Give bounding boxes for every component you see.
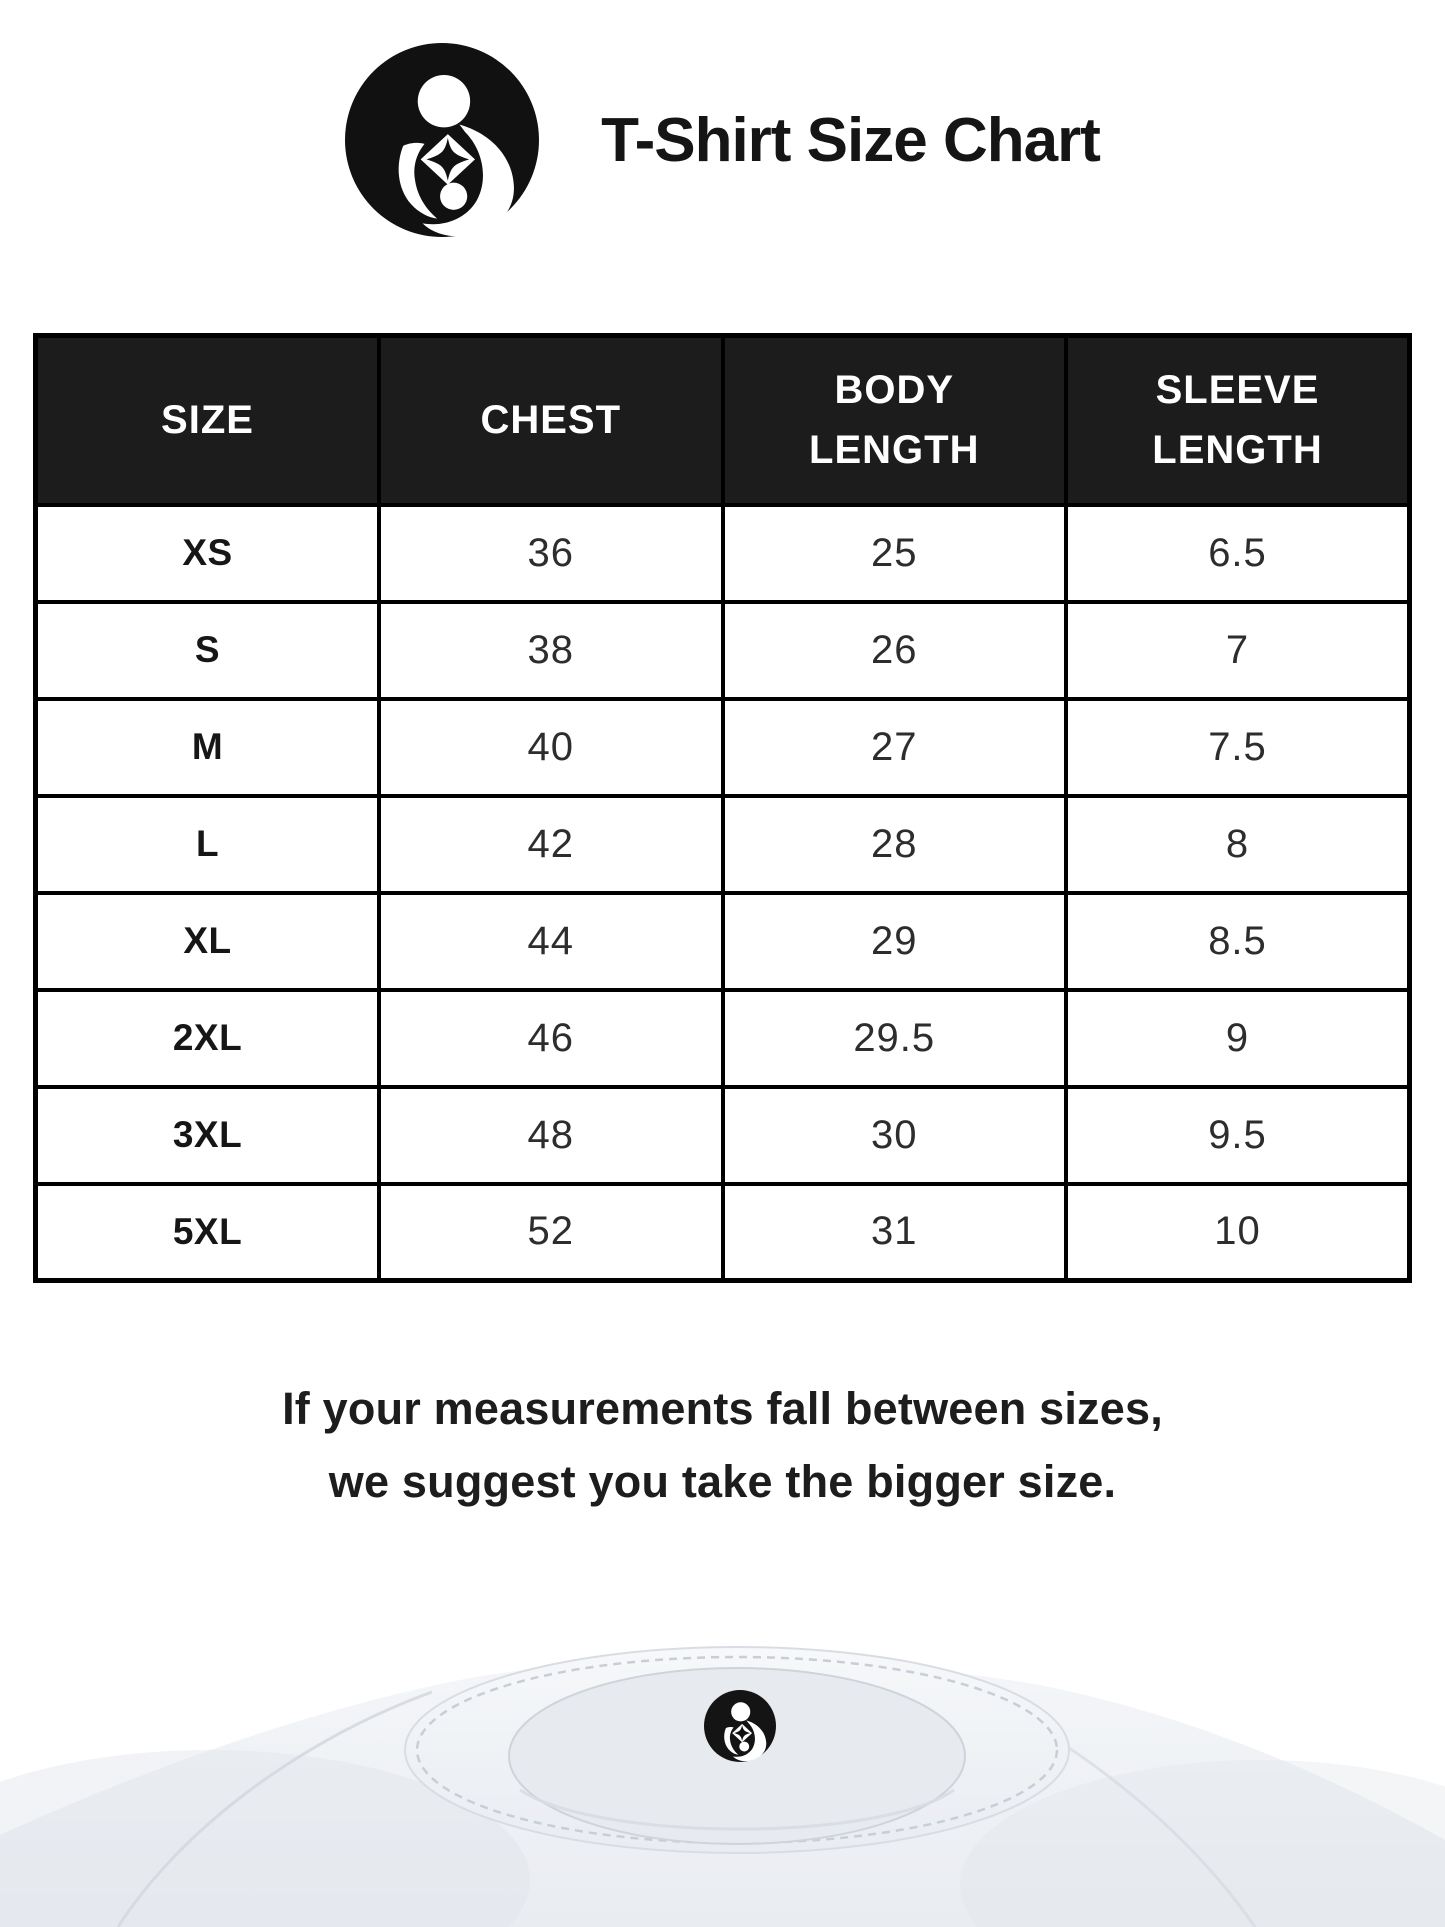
chest-value: 46 (377, 987, 725, 1089)
body-length-value: 31 (720, 1181, 1068, 1283)
body-length-value: 29 (720, 890, 1068, 992)
tshirt-collar-image (0, 1646, 1445, 1927)
sleeve-length-value: 8.5 (1064, 890, 1412, 992)
sleeve-length-value: 10 (1064, 1181, 1412, 1283)
table-row: 2XL 46 29.5 9 (33, 987, 1412, 1089)
table-header-row: SIZE CHEST BODY LENGTH SLEEVE LENGTH (33, 333, 1412, 507)
column-header-chest: CHEST (377, 333, 725, 507)
sleeve-length-value: 6.5 (1064, 502, 1412, 604)
table-row: XS 36 25 6.5 (33, 502, 1412, 604)
table-header: SIZE CHEST BODY LENGTH SLEEVE LENGTH (33, 333, 1412, 507)
mother-baby-logo-icon (345, 43, 540, 237)
table-row: XL 44 29 8.5 (33, 890, 1412, 992)
size-label: XL (33, 890, 381, 992)
page-header: T-Shirt Size Chart (0, 40, 1445, 240)
chest-value: 36 (377, 502, 725, 604)
sizing-note: If your measurements fall between sizes,… (0, 1372, 1445, 1518)
sleeve-length-value: 8 (1064, 793, 1412, 895)
sleeve-length-value: 9 (1064, 987, 1412, 1089)
collar-tag (704, 1690, 776, 1762)
size-label: 5XL (33, 1181, 381, 1283)
column-header-size: SIZE (33, 333, 381, 507)
size-chart-table: SIZE CHEST BODY LENGTH SLEEVE LENGTH XS … (33, 333, 1412, 1283)
sleeve-length-value: 7.5 (1064, 696, 1412, 798)
body-length-value: 25 (720, 502, 1068, 604)
body-length-value: 26 (720, 599, 1068, 701)
sleeve-length-value: 9.5 (1064, 1084, 1412, 1186)
chest-value: 52 (377, 1181, 725, 1283)
body-length-value: 30 (720, 1084, 1068, 1186)
table-row: 5XL 52 31 10 (33, 1181, 1412, 1283)
column-header-body-length: BODY LENGTH (720, 333, 1068, 507)
table-row: 3XL 48 30 9.5 (33, 1084, 1412, 1186)
size-label: L (33, 793, 381, 895)
chest-value: 38 (377, 599, 725, 701)
chest-value: 48 (377, 1084, 725, 1186)
body-length-value: 29.5 (720, 987, 1068, 1089)
table-row: L 42 28 8 (33, 793, 1412, 895)
chest-value: 44 (377, 890, 725, 992)
table-row: S 38 26 7 (33, 599, 1412, 701)
column-header-sleeve-length: SLEEVE LENGTH (1064, 333, 1412, 507)
body-length-value: 28 (720, 793, 1068, 895)
table-row: M 40 27 7.5 (33, 696, 1412, 798)
sizing-note-line2: we suggest you take the bigger size. (328, 1456, 1117, 1507)
size-label: XS (33, 502, 381, 604)
chest-value: 40 (377, 696, 725, 798)
body-length-value: 27 (720, 696, 1068, 798)
page-title: T-Shirt Size Chart (601, 105, 1101, 175)
chest-value: 42 (377, 793, 725, 895)
size-label: M (33, 696, 381, 798)
sleeve-length-value: 7 (1064, 599, 1412, 701)
sizing-note-line1: If your measurements fall between sizes, (282, 1383, 1163, 1434)
size-label: 2XL (33, 987, 381, 1089)
size-label: 3XL (33, 1084, 381, 1186)
size-label: S (33, 599, 381, 701)
